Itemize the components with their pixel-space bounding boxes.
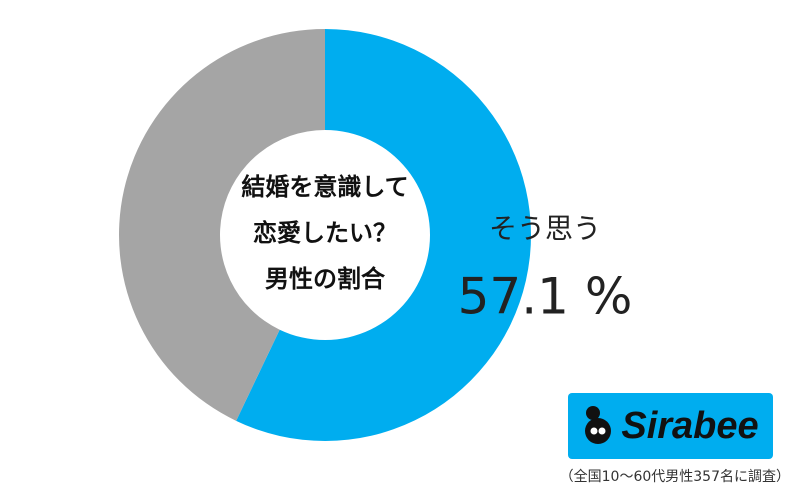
- center-text: 男性の割合: [265, 265, 386, 293]
- center-text: 恋愛したい？: [253, 219, 397, 247]
- center-text: 結婚を意識して: [241, 173, 408, 201]
- logo-icon: [585, 406, 611, 444]
- donut-segment: [236, 29, 531, 441]
- donut-segment: [118, 29, 325, 421]
- value-label: 57.1 %: [458, 268, 633, 326]
- note: （全国10～60代男性357名に調査）: [560, 468, 790, 485]
- segment-label: そう思う: [489, 212, 601, 245]
- logo-text: Sirabee: [621, 405, 758, 447]
- logo-box: [568, 393, 773, 459]
